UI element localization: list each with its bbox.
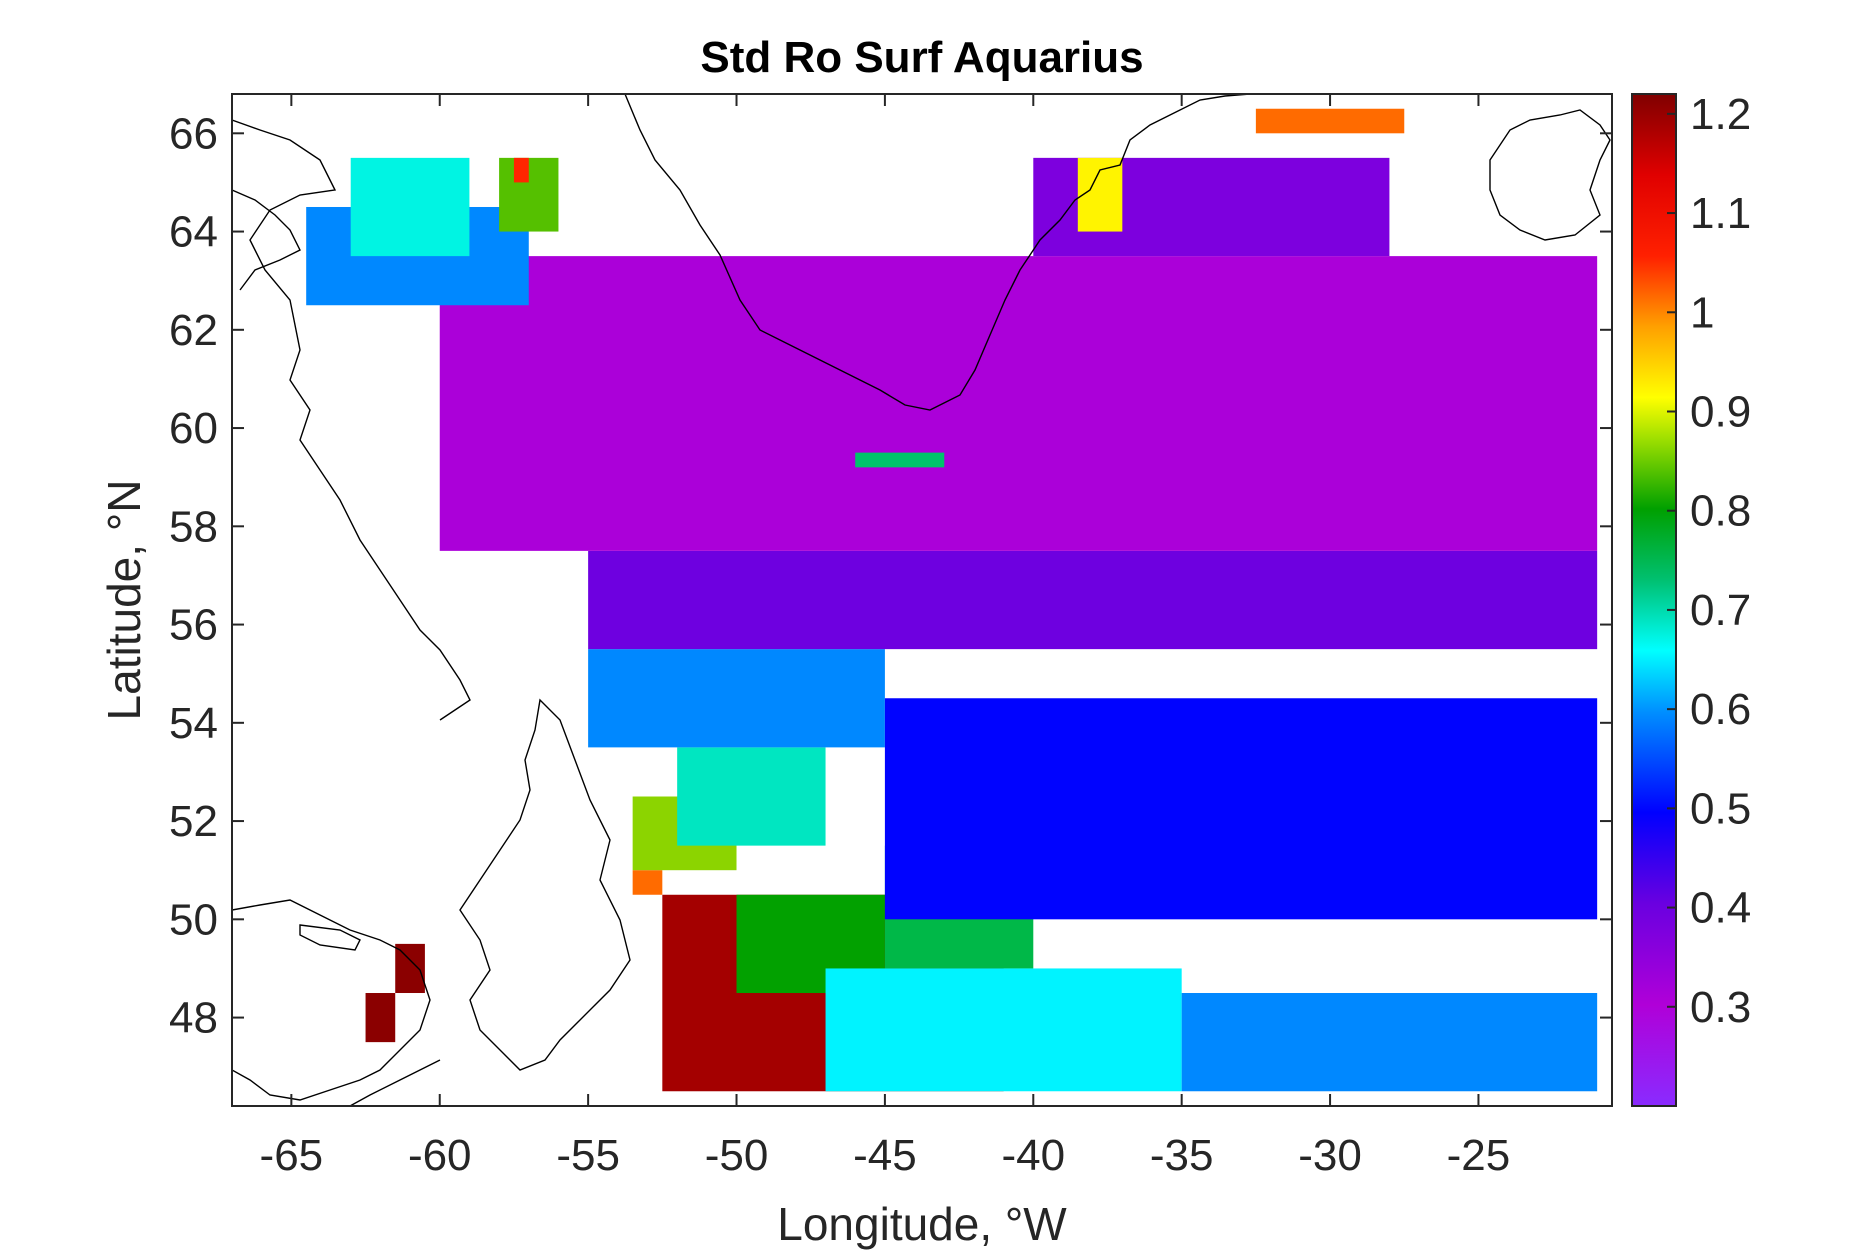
colorbar-tick-label: 1 [1690,288,1714,337]
x-tick-label: -40 [1001,1131,1065,1180]
x-tick-label: -65 [260,1131,324,1180]
anticosti-coastline [299,924,361,951]
newfoundland-coastline [459,698,631,1071]
y-tick-label: 50 [169,895,218,944]
heatmap-cell [677,747,826,846]
colorbar-tick-label: 0.6 [1690,685,1751,734]
y-axis: 48 50 52 54 56 58 60 62 64 66 [169,109,1612,1043]
iceland-coastline [1489,109,1611,241]
heatmap-cell [439,256,1598,551]
heatmap-cell [1181,993,1598,1092]
chart-title: Std Ro Surf Aquarius [700,33,1143,82]
x-tick-label: -45 [853,1131,917,1180]
colorbar-ticks: 0.3 0.4 0.5 0.6 0.7 0.8 0.9 1 1.1 1.2 [1667,90,1751,1032]
colorbar-tick-label: 0.9 [1690,387,1751,436]
colorbar-tick-label: 0.5 [1690,784,1751,833]
heatmap-cell [588,649,885,748]
y-tick-label: 52 [169,797,218,846]
x-axis-label: Longitude, °W [777,1198,1067,1250]
x-tick-label: -35 [1150,1131,1214,1180]
coastline-layer [232,94,1611,1106]
heatmap-cell [365,993,396,1043]
heatmap-cell [1255,108,1405,134]
gulf-coastline [232,899,431,1101]
nova-scotia-coastline [349,1059,441,1106]
y-axis-label: Latitude, °N [98,480,150,721]
x-tick-label: -50 [705,1131,769,1180]
x-tick-label: -30 [1298,1131,1362,1180]
colorbar-tick-label: 1.2 [1690,90,1751,139]
y-tick-label: 48 [169,994,218,1043]
heatmap-cell [350,157,470,257]
y-tick-label: 56 [169,601,218,650]
x-tick-label: -55 [556,1131,620,1180]
y-tick-label: 60 [169,404,218,453]
colorbar [1631,93,1677,1107]
x-tick-label: -60 [408,1131,472,1180]
y-tick-label: 64 [169,208,218,257]
baffin-coastline [232,189,301,291]
heatmap-cell [513,157,529,183]
colorbar-tick-label: 0.4 [1690,884,1751,933]
heatmap-layer [306,108,1598,1092]
heatmap-cell [1077,157,1123,232]
heatmap-cell [395,943,425,994]
heatmap-cell [588,550,1598,650]
axes-box [231,93,1613,1107]
y-tick-label: 62 [169,306,218,355]
y-tick-label: 58 [169,502,218,551]
heatmap-cell [825,968,1182,1092]
y-tick-label: 54 [169,699,218,748]
colorbar-tick-label: 0.3 [1690,983,1751,1032]
colorbar-tick-label: 0.8 [1690,487,1751,536]
y-tick-label: 66 [169,109,218,158]
heatmap-cell [884,698,1598,920]
heatmap-cell [855,452,945,468]
colorbar-tick-label: 0.7 [1690,586,1751,635]
x-axis: -65 -60 -55 -50 -45 -40 -35 -30 -25 [260,94,1511,1180]
labrador-coastline [232,119,471,721]
x-tick-label: -25 [1447,1131,1511,1180]
greenland-coastline [624,94,1251,411]
colorbar-tick-label: 1.1 [1690,189,1751,238]
heatmap-cell [632,870,663,895]
